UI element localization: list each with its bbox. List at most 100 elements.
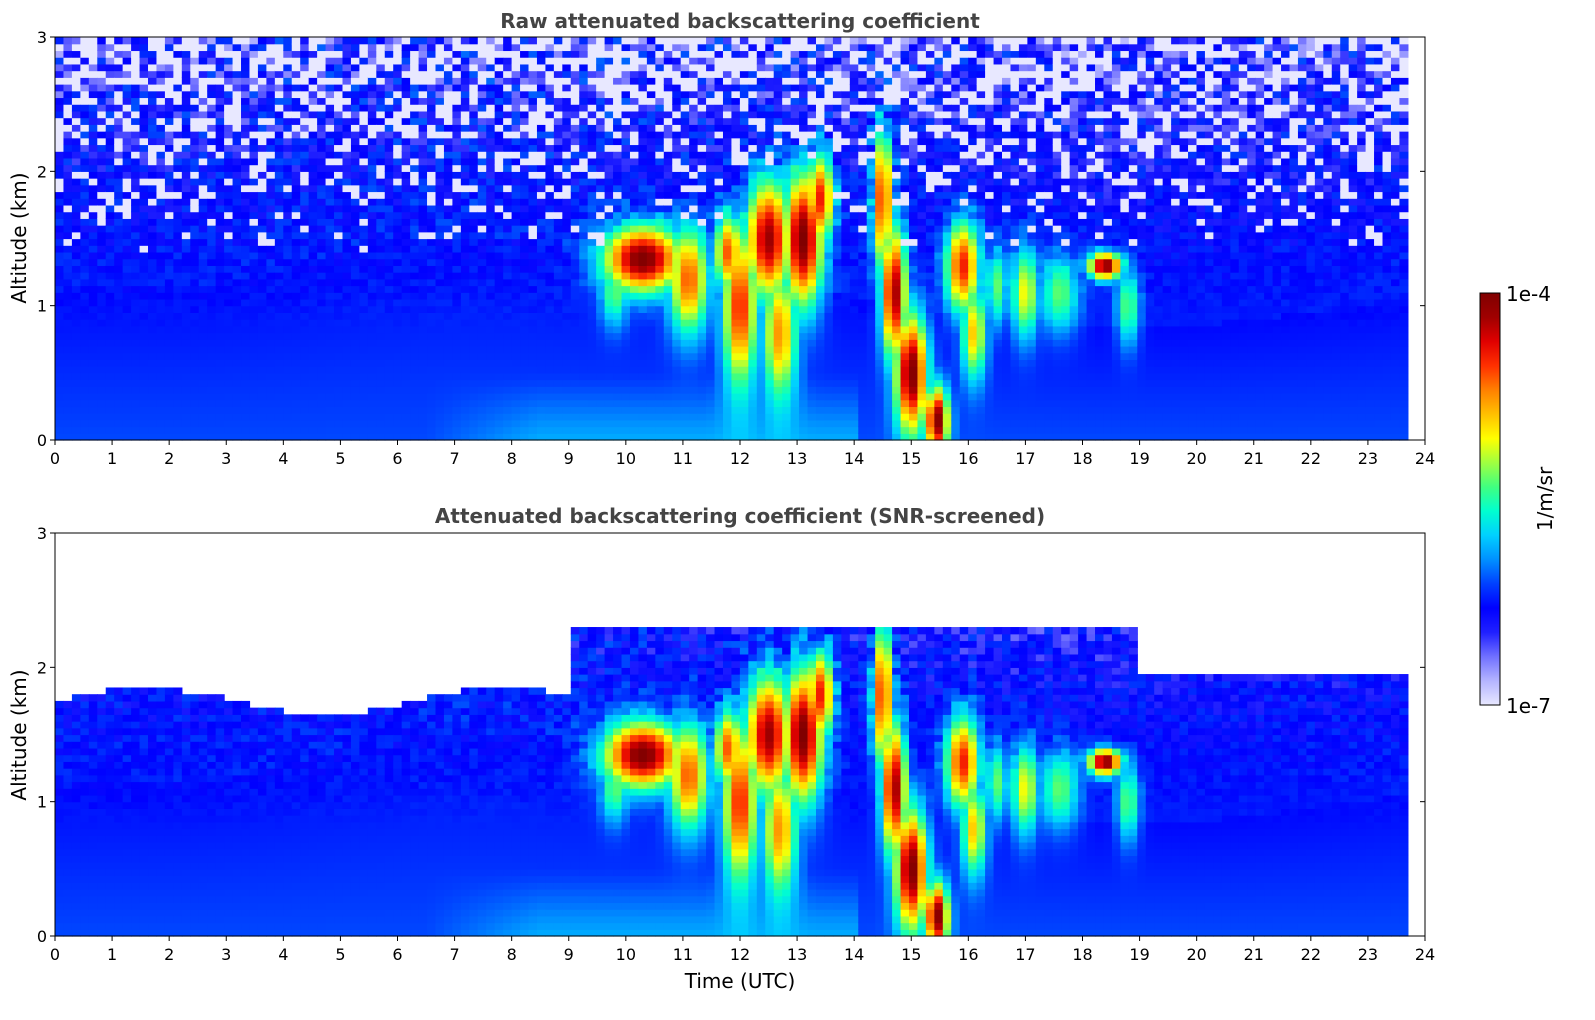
heatmap-cell xyxy=(55,245,65,253)
heatmap-cell xyxy=(739,366,749,374)
heatmap-cell xyxy=(139,57,149,65)
heatmap-cell xyxy=(300,117,310,125)
heatmap-cell xyxy=(748,272,758,280)
heatmap-cell xyxy=(553,399,563,408)
heatmap-cell xyxy=(553,305,563,313)
heatmap-cell xyxy=(181,144,191,152)
heatmap-cell xyxy=(587,131,597,139)
heatmap-cell xyxy=(427,157,437,166)
heatmap-cell xyxy=(697,366,707,374)
heatmap-cell xyxy=(739,211,749,219)
heatmap-cell xyxy=(613,178,623,186)
heatmap-cell xyxy=(190,131,200,139)
heatmap-cell xyxy=(460,319,470,327)
heatmap-cell xyxy=(638,37,648,45)
heatmap-cell xyxy=(401,144,411,152)
heatmap-cell xyxy=(198,50,208,58)
heatmap-cell xyxy=(359,433,369,441)
heatmap-cell xyxy=(164,37,174,45)
heatmap-cell xyxy=(266,43,276,52)
heatmap-cell xyxy=(190,198,200,206)
heatmap-cell xyxy=(173,231,183,240)
heatmap-cell xyxy=(410,110,420,119)
heatmap-cell xyxy=(334,131,344,139)
heatmap-cell xyxy=(198,386,208,394)
heatmap-cell xyxy=(621,392,631,401)
heatmap-cell xyxy=(300,386,310,394)
heatmap-cell xyxy=(80,211,90,219)
heatmap-cell xyxy=(80,144,90,152)
heatmap-cell xyxy=(545,37,555,45)
heatmap-cell xyxy=(71,104,81,112)
heatmap-cell xyxy=(80,117,90,125)
heatmap-cell xyxy=(596,43,606,52)
heatmap-cell xyxy=(55,298,65,307)
heatmap-cell xyxy=(722,37,733,45)
heatmap-cell xyxy=(503,238,513,246)
heatmap-cell xyxy=(672,43,682,52)
heatmap-cell xyxy=(714,231,724,240)
heatmap-cell xyxy=(367,272,377,280)
heatmap-cell xyxy=(655,184,665,193)
heatmap-cell xyxy=(393,406,403,414)
heatmap-cell xyxy=(342,43,352,52)
heatmap-cell xyxy=(317,379,327,387)
heatmap-cell xyxy=(748,413,758,421)
heatmap-cell xyxy=(655,413,665,421)
heatmap-cell xyxy=(579,231,589,240)
heatmap-cell xyxy=(55,77,65,85)
heatmap-cell xyxy=(80,178,90,186)
heatmap-cell xyxy=(367,117,377,125)
heatmap-cell xyxy=(469,298,479,307)
heatmap-cell xyxy=(88,63,98,72)
heatmap-cell xyxy=(714,366,724,374)
heatmap-cell xyxy=(131,104,141,112)
heatmap-cell xyxy=(731,292,741,300)
heatmap-cell xyxy=(435,77,445,85)
heatmap-cell xyxy=(739,419,749,428)
heatmap-cell xyxy=(410,339,420,347)
heatmap-cell xyxy=(190,433,200,441)
heatmap-cell xyxy=(689,379,699,387)
heatmap-cell xyxy=(274,184,284,193)
heatmap-cell xyxy=(410,366,420,374)
heatmap-cell xyxy=(384,406,394,414)
heatmap-cell xyxy=(689,359,699,367)
heatmap-cell xyxy=(486,117,496,125)
heatmap-cell xyxy=(460,366,470,374)
heatmap-cell xyxy=(663,178,673,186)
heatmap-cell xyxy=(241,251,251,260)
heatmap-cell xyxy=(55,70,65,78)
heatmap-cell xyxy=(714,184,724,193)
heatmap-cell xyxy=(562,144,572,152)
heatmap-cell xyxy=(739,137,749,146)
heatmap-cell xyxy=(722,278,733,287)
heatmap-cell xyxy=(88,419,98,428)
heatmap-cell xyxy=(156,117,166,125)
heatmap-cell xyxy=(350,184,360,193)
heatmap-cell xyxy=(88,305,98,313)
heatmap-cell xyxy=(646,151,656,159)
heatmap-cell xyxy=(511,251,521,260)
heatmap-cell xyxy=(460,171,470,179)
heatmap-cell xyxy=(579,325,589,334)
heatmap-cell xyxy=(545,191,555,199)
heatmap-cell xyxy=(410,77,420,85)
heatmap-cell xyxy=(689,426,699,434)
heatmap-cell xyxy=(486,124,496,132)
heatmap-cell xyxy=(638,117,648,125)
heatmap-cell xyxy=(283,278,293,287)
heatmap-cell xyxy=(494,285,504,293)
heatmap-cell xyxy=(460,218,470,226)
heatmap-cell xyxy=(596,231,606,240)
heatmap-cell xyxy=(739,392,749,401)
heatmap-cell xyxy=(131,319,141,327)
heatmap-cell xyxy=(545,345,555,354)
heatmap-cell xyxy=(105,292,115,300)
heatmap-cell xyxy=(706,37,716,45)
heatmap-cell xyxy=(663,164,673,172)
heatmap-cell xyxy=(469,251,479,260)
heatmap-cell xyxy=(122,238,132,246)
heatmap-cell xyxy=(443,198,454,206)
heatmap-cell xyxy=(215,231,225,240)
